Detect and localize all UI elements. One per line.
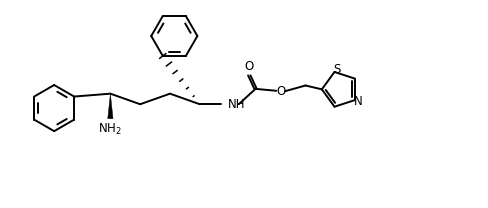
Text: NH: NH [228,98,245,111]
Polygon shape [108,94,113,119]
Text: O: O [276,85,285,98]
Text: O: O [244,61,254,73]
Text: N: N [354,95,363,109]
Text: NH$_2$: NH$_2$ [99,122,122,137]
Text: S: S [334,63,341,76]
